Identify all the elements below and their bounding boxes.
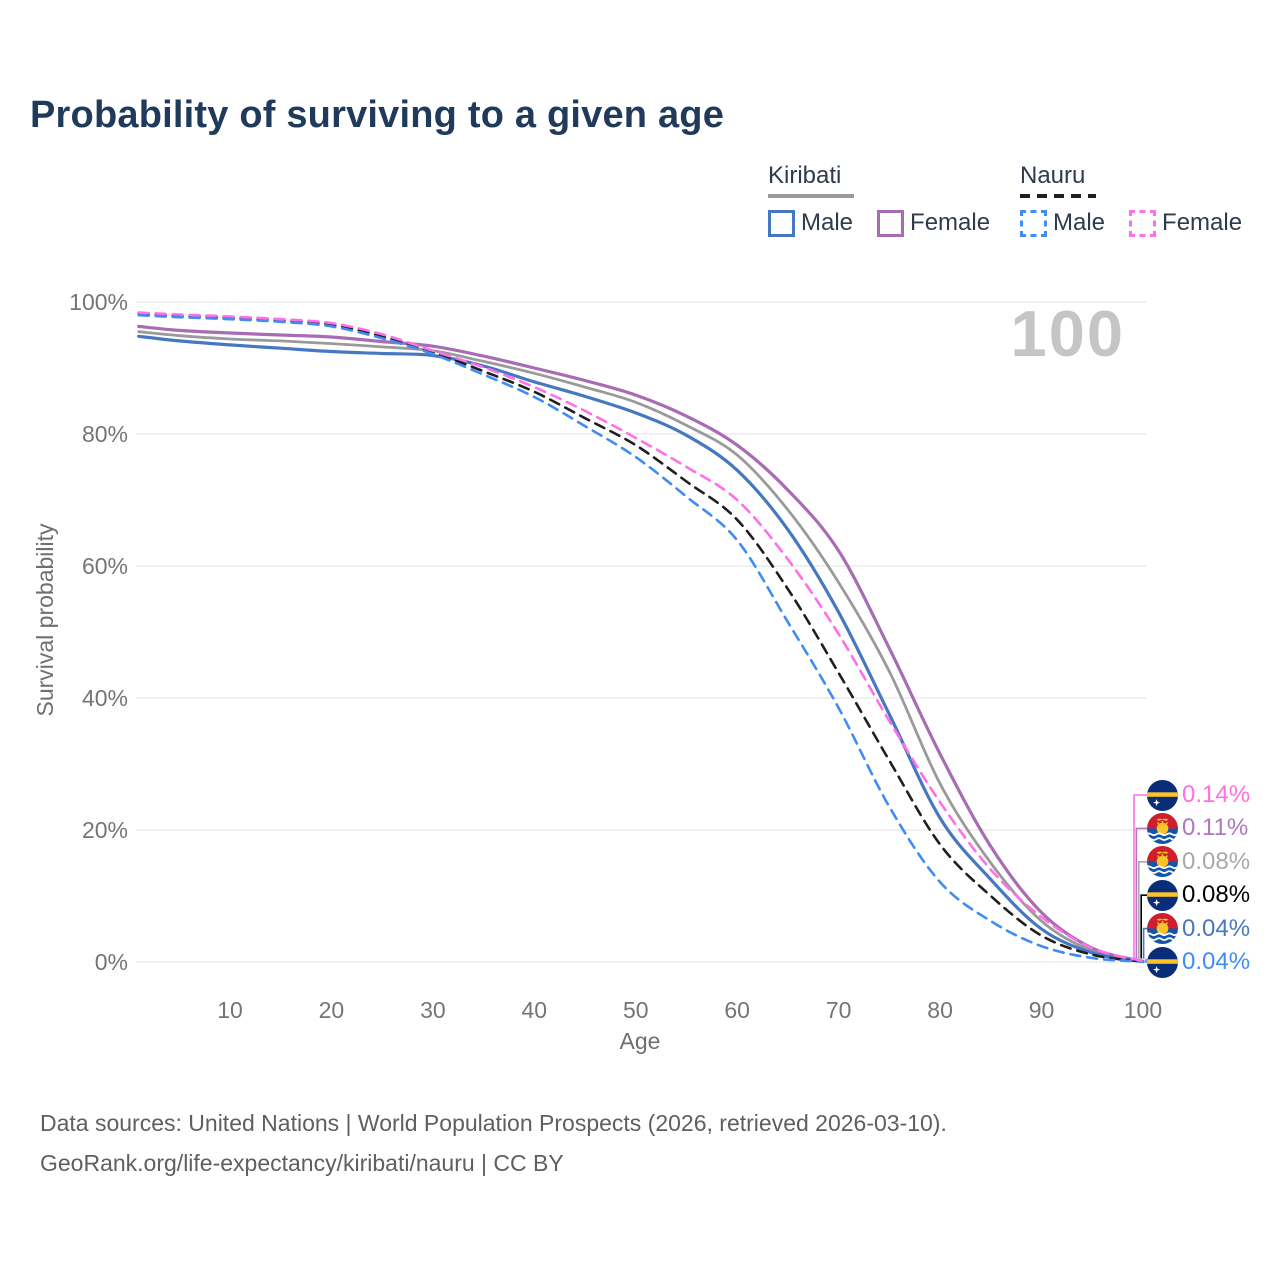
leader-line-kiribati-total [1138, 861, 1147, 959]
leader-line-kiribati-female [1135, 827, 1147, 959]
legend-item-label: Female [910, 209, 991, 236]
y-tick-label: 60% [81, 553, 128, 579]
end-label-kiribati-female: 0.11% [1147, 812, 1248, 844]
series-line-kiribati-male [137, 334, 1145, 964]
end-label-value: 0.08% [1182, 881, 1251, 909]
legend-group-kiribati: Kiribati Male Female [768, 162, 990, 237]
x-tick-label: 70 [825, 997, 852, 1023]
kiribati-male-swatch [768, 209, 795, 237]
nauru-flag-icon [1147, 880, 1178, 911]
x-tick-label: 40 [521, 997, 548, 1023]
leader-line-nauru-total [1140, 894, 1147, 959]
x-tick-label: 60 [724, 997, 750, 1023]
x-tick-label: 10 [217, 997, 243, 1023]
kiribati-flag-icon [1147, 846, 1178, 877]
y-tick-label: 100% [69, 289, 128, 315]
y-tick-label: 0% [94, 949, 128, 975]
footer-attribution: GeoRank.org/life-expectancy/kiribati/nau… [40, 1150, 564, 1176]
x-tick-label: 30 [420, 997, 446, 1023]
end-label-kiribati-male: 0.04% [1147, 913, 1250, 945]
series-line-nauru-female [137, 311, 1145, 963]
legend-item-kiribati-female[interactable]: Female [877, 209, 990, 237]
nauru-female-swatch [1129, 209, 1157, 237]
legend-item-label: Male [1053, 209, 1106, 236]
leader-line-kiribati-male [1142, 927, 1147, 959]
end-label-kiribati-total: 0.08% [1147, 846, 1250, 878]
series-line-kiribati-total [137, 330, 1145, 963]
footer-sources: Data sources: United Nations | World Pop… [40, 1110, 947, 1136]
series-line-nauru-male [137, 313, 1145, 963]
legend-group-nauru: Nauru Male Female [1020, 162, 1242, 237]
end-label-value: 0.14% [1182, 781, 1251, 808]
x-tick-label: 90 [1028, 997, 1055, 1023]
y-axis-title: Survival probability [32, 523, 58, 717]
legend-item-nauru-female[interactable]: Female [1129, 209, 1242, 237]
end-label-value: 0.04% [1182, 948, 1251, 975]
end-label-value: 0.04% [1182, 914, 1251, 942]
y-tick-label: 40% [81, 685, 128, 711]
kiribati-female-swatch [877, 209, 905, 237]
age-counter-watermark: 100 [1010, 297, 1125, 370]
leader-line-nauru-male [1145, 958, 1147, 963]
nauru-flag-icon [1147, 947, 1178, 978]
end-label-value: 0.08% [1182, 847, 1251, 875]
y-tick-label: 20% [81, 817, 128, 843]
y-tick-label: 80% [81, 421, 128, 447]
legend-item-nauru-male[interactable]: Male [1020, 209, 1105, 237]
series-line-kiribati-female [137, 324, 1145, 963]
page-title: Probability of surviving to a given age [30, 94, 725, 136]
x-axis-title: Age [619, 1028, 661, 1054]
kiribati-flag-icon [1147, 813, 1178, 844]
end-label-value: 0.11% [1182, 814, 1249, 842]
end-label-nauru-total: 0.08% [1147, 879, 1250, 911]
end-label-nauru-female: 0.14% [1147, 779, 1250, 811]
nauru-flag-icon [1147, 780, 1178, 811]
leader-line-nauru-female [1133, 794, 1147, 959]
legend-item-label: Female [1162, 209, 1243, 236]
x-tick-label: 100 [1123, 997, 1163, 1023]
end-label-nauru-male: 0.04% [1147, 946, 1250, 978]
x-tick-label: 20 [318, 997, 345, 1023]
legend-underline-solid [768, 194, 854, 198]
x-tick-label: 50 [622, 997, 649, 1023]
nauru-male-swatch [1020, 209, 1047, 237]
legend-underline-dashed [1020, 194, 1096, 198]
legend-header-kiribati: Kiribati [768, 162, 842, 189]
legend-item-kiribati-male[interactable]: Male [768, 209, 853, 237]
kiribati-flag-icon [1147, 913, 1178, 944]
legend-item-label: Male [801, 209, 854, 236]
legend-header-nauru: Nauru [1020, 162, 1086, 189]
x-tick-label: 80 [927, 997, 953, 1023]
